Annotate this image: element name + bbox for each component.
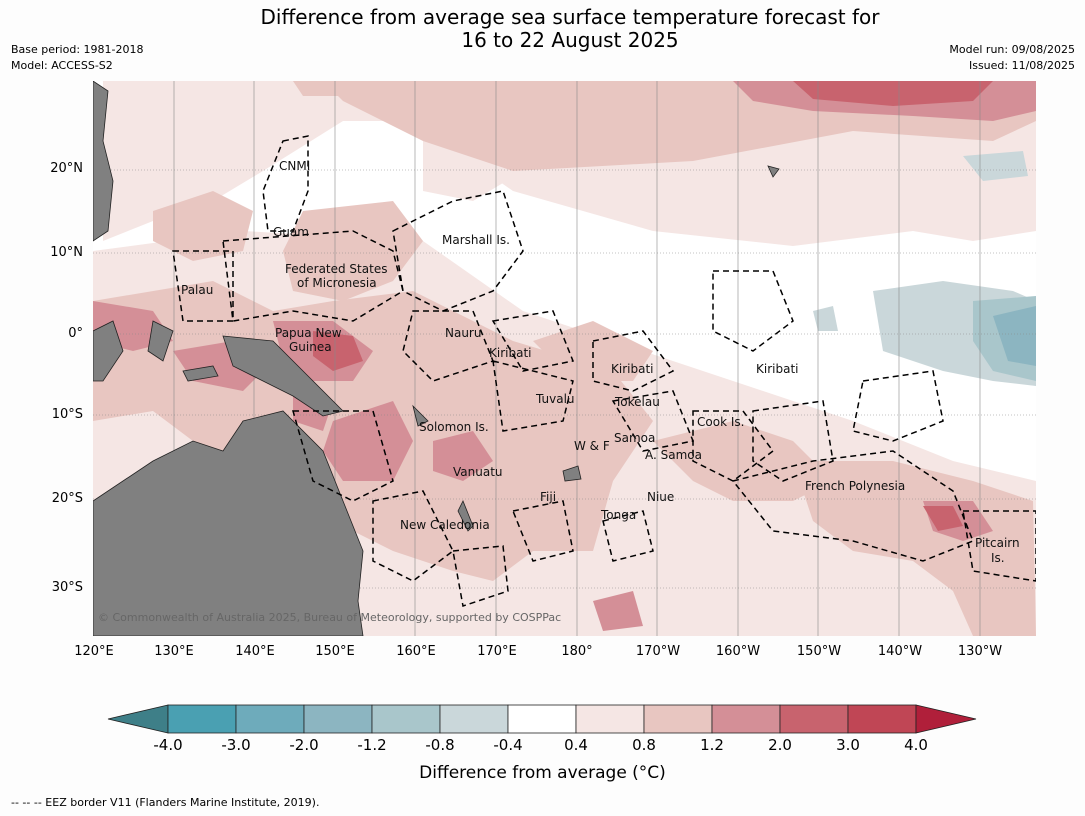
lat-label: 10°S bbox=[51, 407, 83, 422]
colorbar-segment bbox=[235, 704, 305, 734]
place-label: W & F bbox=[574, 439, 610, 453]
colorbar-segment bbox=[439, 704, 509, 734]
place-label: Niue bbox=[647, 490, 674, 504]
lon-label: 180° bbox=[561, 644, 593, 659]
lat-label: 20°S bbox=[51, 491, 83, 506]
colorbar-segment bbox=[711, 704, 781, 734]
colorbar-segment bbox=[507, 704, 577, 734]
eez-borders bbox=[172, 135, 1036, 607]
lat-label: 0° bbox=[68, 326, 83, 341]
lon-label: 170°E bbox=[477, 644, 517, 659]
colorbar-segment bbox=[575, 704, 645, 734]
lon-label: 140°E bbox=[235, 644, 275, 659]
place-label: Guinea bbox=[289, 340, 332, 354]
place-label: Tonga bbox=[600, 508, 636, 522]
colorbar-segment bbox=[847, 704, 917, 734]
lon-label: 170°W bbox=[635, 644, 681, 659]
colorbar-tick-label: 1.2 bbox=[700, 736, 724, 754]
lon-label: 150°E bbox=[315, 644, 355, 659]
model-run: Model run: 09/08/2025 bbox=[949, 43, 1075, 56]
anomaly-band-cool bbox=[813, 151, 1036, 386]
issued-date: Issued: 11/08/2025 bbox=[968, 59, 1075, 72]
colorbar-tick-label: 0.4 bbox=[564, 736, 588, 754]
place-label: Tuvalu bbox=[535, 392, 575, 406]
colorbar-tick-label: -0.4 bbox=[493, 736, 523, 754]
colorbar-tick-label: -0.8 bbox=[425, 736, 455, 754]
place-label: Fiji bbox=[540, 490, 556, 504]
sulawesi-landmass bbox=[147, 320, 174, 362]
lon-label: 130°E bbox=[154, 644, 194, 659]
colorbar-segment bbox=[643, 704, 713, 734]
place-label: Samoa bbox=[614, 431, 655, 445]
chart-title: Difference from average sea surface temp… bbox=[0, 6, 1085, 52]
australia-landmass bbox=[93, 410, 364, 636]
place-label: Palau bbox=[181, 283, 213, 297]
place-label: of Micronesia bbox=[297, 276, 377, 290]
place-label: Federated States bbox=[285, 262, 387, 276]
title-line-1: Difference from average sea surface temp… bbox=[260, 5, 880, 29]
land-masses bbox=[93, 81, 780, 636]
colorbar-tick-label: -3.0 bbox=[221, 736, 251, 754]
lon-label: 130°W bbox=[957, 644, 1003, 659]
place-label: CNMI bbox=[279, 159, 310, 173]
eez-footnote: -- -- -- EEZ border V11 (Flanders Marine… bbox=[11, 796, 320, 809]
colorbar-tick-label: -1.2 bbox=[357, 736, 387, 754]
place-name-labels: CNMI Guam Marshall Is. Federated States … bbox=[181, 159, 1020, 565]
colorbar-segment bbox=[779, 704, 849, 734]
place-label: Kiribati bbox=[756, 362, 798, 376]
metadata-right: Model run: 09/08/2025 Issued: 11/08/2025 bbox=[949, 42, 1075, 74]
place-label: Cook Is. bbox=[697, 415, 744, 429]
metadata-left: Base period: 1981-2018 Model: ACCESS-S2 bbox=[11, 42, 143, 74]
base-period: Base period: 1981-2018 bbox=[11, 43, 144, 56]
place-label: Nauru bbox=[445, 326, 481, 340]
lat-label: 30°S bbox=[51, 580, 83, 595]
place-label: French Polynesia bbox=[805, 479, 905, 493]
colorbar-tick-label: 2.0 bbox=[768, 736, 792, 754]
colorbar-tick-label: -2.0 bbox=[289, 736, 319, 754]
place-label: A. Samoa bbox=[645, 448, 702, 462]
lon-label: 160°E bbox=[396, 644, 436, 659]
place-label: Papua New bbox=[275, 326, 342, 340]
anomaly-band-red bbox=[313, 81, 993, 531]
place-label: Kiribati bbox=[611, 362, 653, 376]
title-line-2: 16 to 22 August 2025 bbox=[461, 28, 679, 52]
colorbar-segment bbox=[371, 704, 441, 734]
colorbar-tick-label: 3.0 bbox=[836, 736, 860, 754]
colorbar-tick-label: 4.0 bbox=[904, 736, 928, 754]
colorbar-segment bbox=[303, 704, 373, 734]
place-label: Marshall Is. bbox=[442, 233, 510, 247]
lon-label: 160°W bbox=[715, 644, 761, 659]
new-guinea-landmass bbox=[222, 335, 344, 417]
lon-label: 150°W bbox=[796, 644, 842, 659]
colorbar-extend-high bbox=[915, 704, 977, 734]
lon-label: 120°E bbox=[74, 644, 114, 659]
colorbar-extend-low bbox=[107, 704, 169, 734]
copyright-notice: © Commonwealth of Australia 2025, Bureau… bbox=[98, 611, 561, 624]
colorbar-label: Difference from average (°C) bbox=[419, 763, 666, 783]
place-label: Is. bbox=[991, 551, 1005, 565]
place-label: Solomon Is. bbox=[419, 420, 489, 434]
place-label: Kiribati bbox=[489, 346, 531, 360]
philippines-landmass bbox=[93, 81, 114, 242]
place-label: Vanuatu bbox=[453, 465, 503, 479]
colorbar-tick-label: -4.0 bbox=[153, 736, 183, 754]
place-label: Pitcairn bbox=[975, 536, 1020, 550]
place-label: New Caledonia bbox=[400, 518, 490, 532]
colorbar-tick-label: 0.8 bbox=[632, 736, 656, 754]
place-label: Guam bbox=[273, 225, 309, 239]
lat-label: 10°N bbox=[50, 245, 83, 260]
place-label: Tokelau bbox=[614, 395, 660, 409]
colorbar-segment bbox=[167, 704, 237, 734]
borneo-landmass bbox=[93, 320, 124, 382]
lon-label: 140°W bbox=[877, 644, 923, 659]
sst-anomaly-map: CNMI Guam Marshall Is. Federated States … bbox=[93, 81, 1036, 636]
model-name: Model: ACCESS-S2 bbox=[11, 59, 113, 72]
colorbar bbox=[107, 704, 977, 734]
lat-label: 20°N bbox=[50, 161, 83, 176]
